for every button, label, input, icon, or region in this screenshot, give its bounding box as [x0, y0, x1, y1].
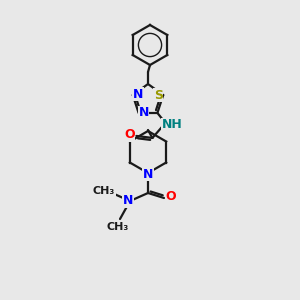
Text: NH: NH — [162, 118, 183, 131]
Text: S: S — [154, 88, 163, 102]
Text: N: N — [143, 167, 153, 181]
Text: O: O — [124, 128, 135, 141]
Text: CH₃: CH₃ — [107, 222, 129, 232]
Text: N: N — [133, 88, 143, 100]
Text: CH₃: CH₃ — [93, 186, 115, 196]
Text: N: N — [138, 106, 149, 119]
Text: N: N — [123, 194, 133, 208]
Text: O: O — [166, 190, 176, 203]
